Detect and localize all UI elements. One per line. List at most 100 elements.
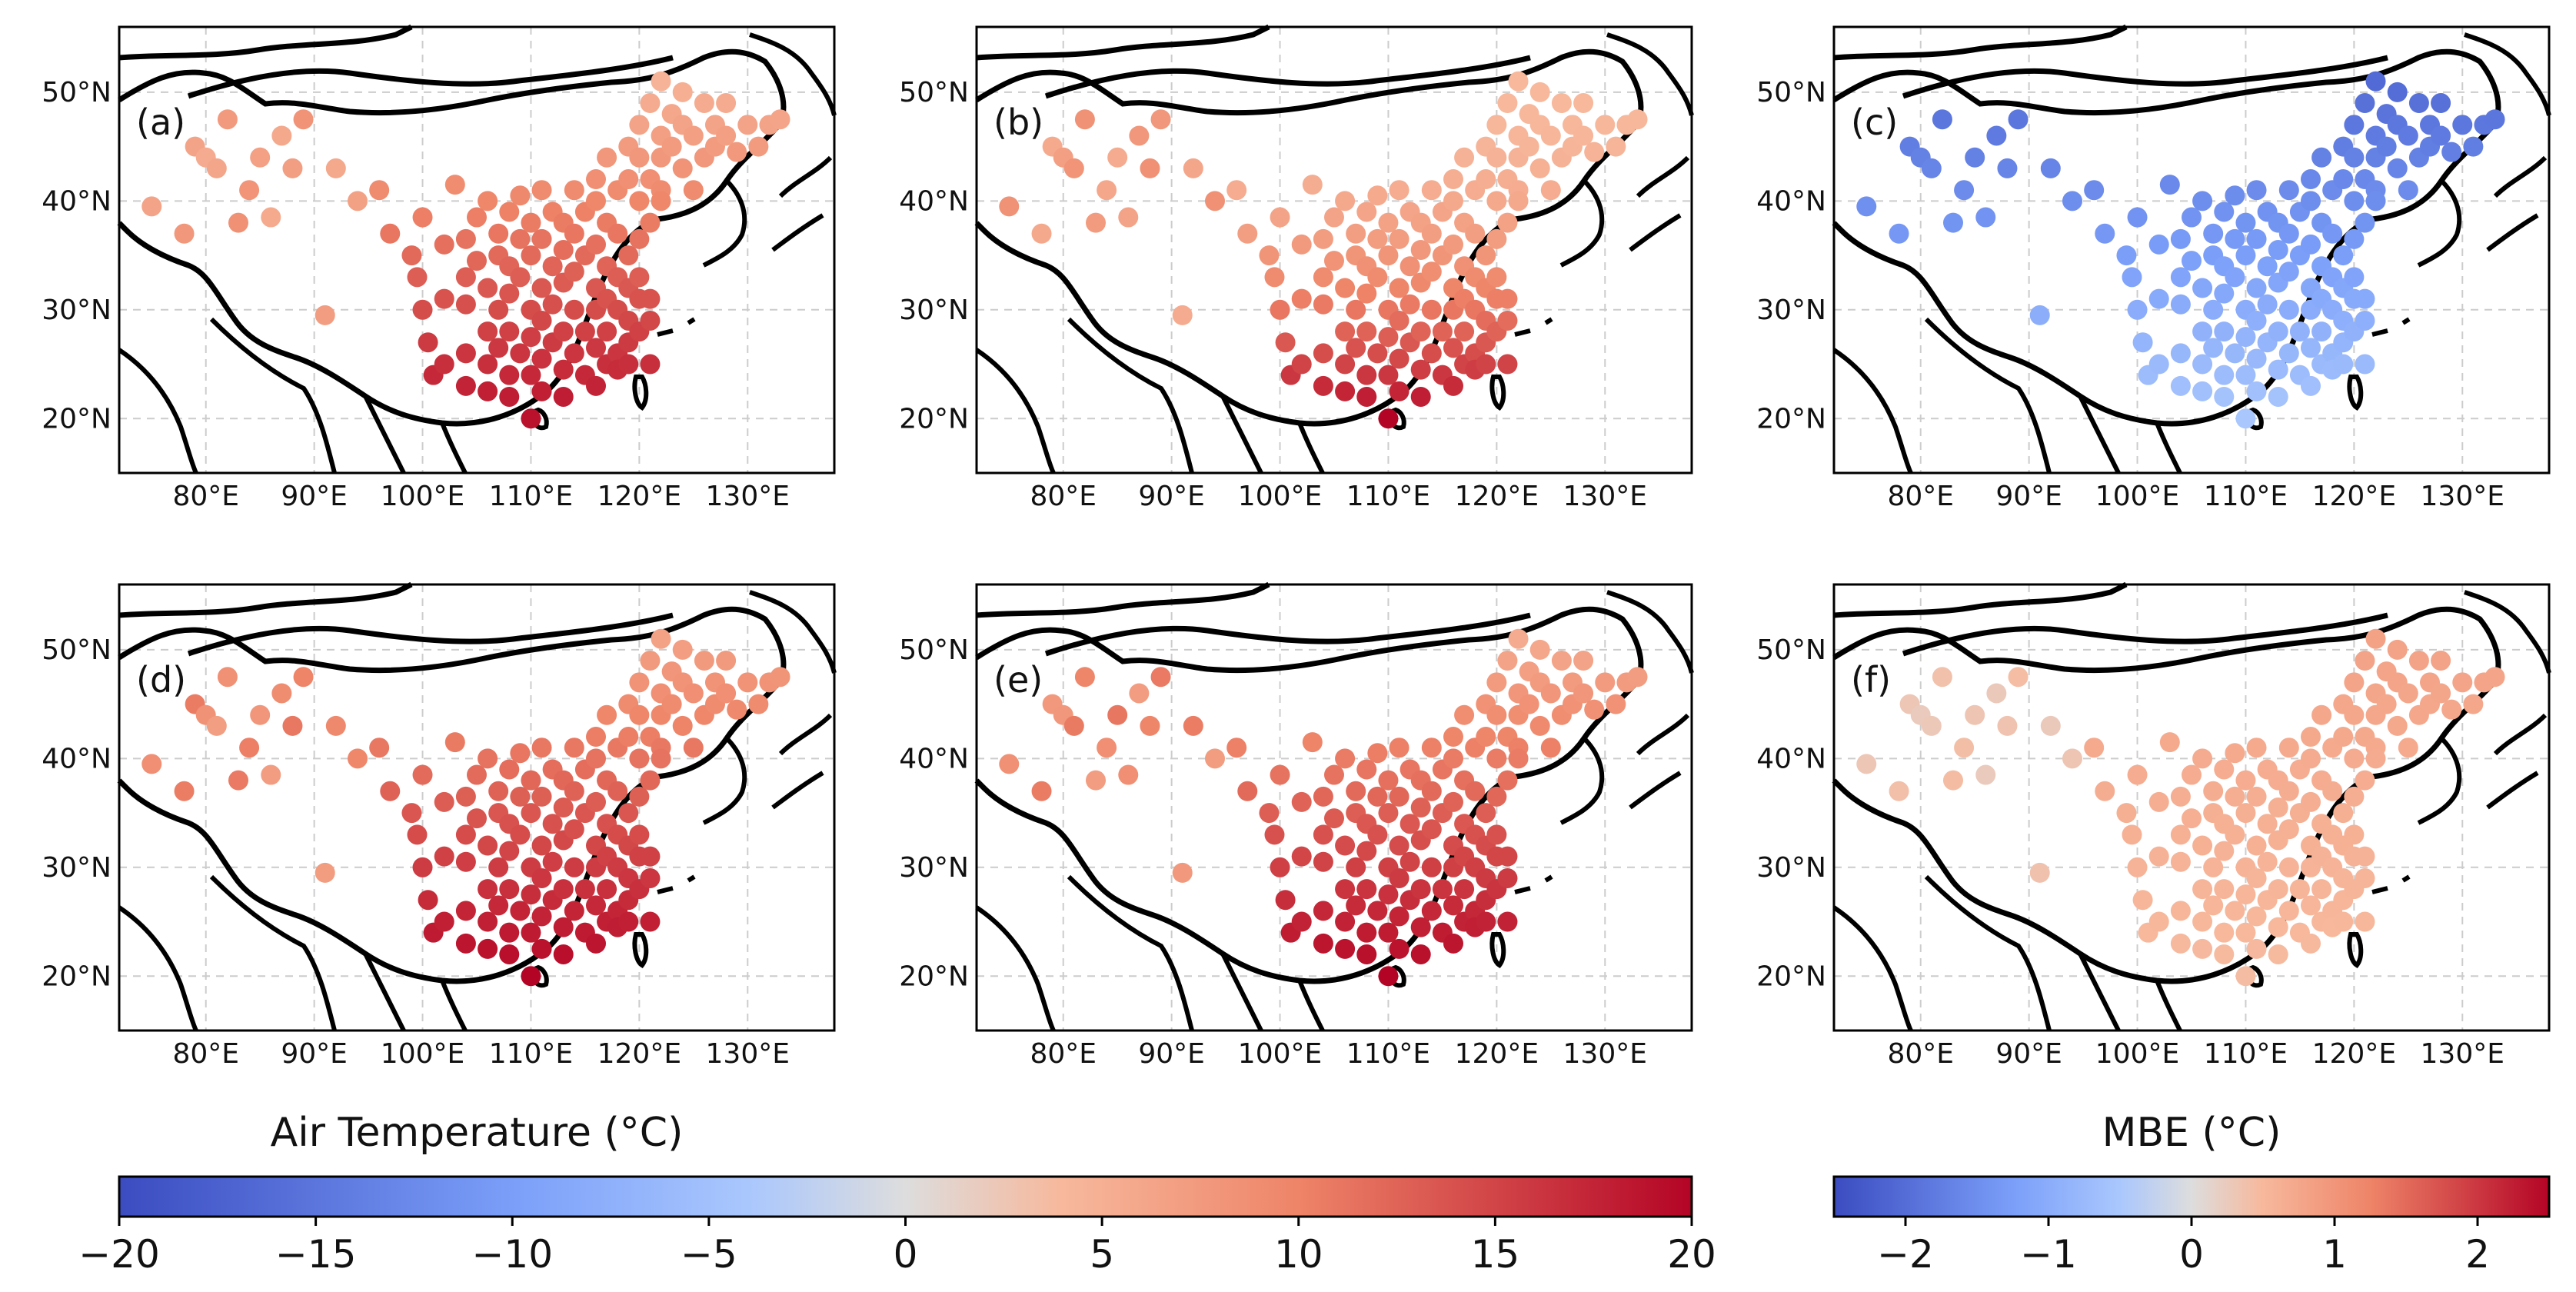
station-point [1367, 824, 1388, 845]
station-point [2235, 884, 2256, 905]
station-point [1486, 748, 1507, 769]
station-point [1346, 857, 1366, 877]
station-point [2301, 338, 2321, 358]
y-tick-label: 20°N [899, 961, 969, 992]
x-tick-label: 130°E [706, 1038, 790, 1070]
x-tick-label: 80°E [1887, 1038, 1954, 1070]
station-point [418, 332, 438, 353]
station-point [1172, 862, 1193, 883]
station-point [2365, 628, 2386, 649]
station-point [542, 814, 563, 834]
station-point [2301, 375, 2321, 396]
station-point [1107, 147, 1128, 168]
station-point [141, 754, 162, 774]
station-point [1097, 738, 1117, 758]
station-point [2333, 245, 2354, 266]
station-point [553, 944, 574, 964]
station-point [1497, 911, 1518, 932]
station-point [531, 310, 552, 331]
station-point [2182, 808, 2202, 829]
station-point [1606, 694, 1626, 714]
station-point [2301, 234, 2321, 255]
station-point [2289, 321, 2310, 342]
station-point [1237, 781, 1258, 801]
station-point [2192, 879, 2213, 900]
x-tick-label: 120°E [1455, 481, 1539, 512]
station-point [1410, 944, 1431, 964]
station-point [2301, 791, 2321, 812]
station-point [1367, 786, 1388, 807]
station-point [206, 158, 227, 178]
y-tick-label: 40°N [42, 743, 111, 774]
station-point [2387, 639, 2408, 660]
y-tick-label: 30°N [42, 295, 111, 326]
station-point [2203, 781, 2224, 801]
x-tick-label: 110°E [1346, 1038, 1430, 1070]
station-point [2268, 944, 2288, 964]
station-point [1399, 851, 1420, 872]
panel-label: (c) [1851, 102, 1898, 143]
station-point [2301, 191, 2321, 211]
station-point [2278, 261, 2299, 282]
station-point [629, 228, 650, 249]
station-point [1497, 310, 1518, 331]
station-point [1356, 386, 1377, 407]
axes-frame [975, 583, 1693, 1032]
station-point [1443, 169, 1463, 190]
station-point [2214, 841, 2235, 861]
colorbar-ticks: −2 −1 0 1 2 [1877, 1217, 2490, 1277]
station-point [1519, 694, 1539, 714]
colorbar-tick-label: −5 [681, 1232, 737, 1277]
panel-label: (e) [993, 659, 1043, 701]
station-point [629, 824, 650, 845]
station-point [521, 770, 541, 791]
station-point [1313, 851, 1333, 872]
station-point [1465, 781, 1486, 801]
station-point [2355, 867, 2375, 888]
station-point [510, 185, 531, 206]
station-point [1486, 824, 1507, 845]
station-point [2344, 672, 2365, 693]
station-point [1932, 667, 1952, 688]
axes-frame [118, 583, 836, 1032]
station-point [2408, 93, 2429, 114]
station-point [1270, 857, 1290, 877]
station-point [564, 738, 584, 758]
station-point [1367, 267, 1388, 288]
station-point [1540, 125, 1561, 146]
station-point [2463, 136, 2484, 157]
station-point [2132, 332, 2153, 353]
station-point [2257, 814, 2278, 834]
station-point [1356, 365, 1377, 385]
station-point [1389, 938, 1409, 959]
station-point [1335, 835, 1356, 856]
station-point [586, 748, 606, 769]
station-point [2268, 240, 2288, 260]
station-point [1540, 683, 1561, 704]
station-point [499, 922, 520, 943]
station-point [488, 781, 509, 801]
station-point [455, 901, 476, 921]
station-point [499, 283, 520, 304]
station-point [999, 754, 1020, 774]
station-point [2355, 310, 2375, 331]
station-point [2225, 824, 2245, 845]
station-point [683, 738, 704, 758]
station-point [271, 125, 292, 146]
station-point [1335, 381, 1356, 401]
station-point [1508, 748, 1529, 769]
station-point [250, 704, 271, 725]
station-point [2122, 267, 2142, 288]
station-point [2192, 321, 2213, 342]
station-point [2225, 267, 2245, 288]
station-point [640, 288, 661, 309]
panel-b: 80°E 90°E 100°E 110°E 120°E 130°E 20°N 30°N 40°N… [899, 27, 1692, 512]
station-point [2203, 895, 2224, 916]
station-point [1313, 786, 1333, 807]
station-point [1508, 628, 1529, 649]
station-point [1486, 228, 1507, 249]
station-point [1421, 261, 1442, 282]
station-point [2484, 667, 2505, 688]
station-point [531, 906, 552, 927]
station-point [574, 321, 595, 342]
